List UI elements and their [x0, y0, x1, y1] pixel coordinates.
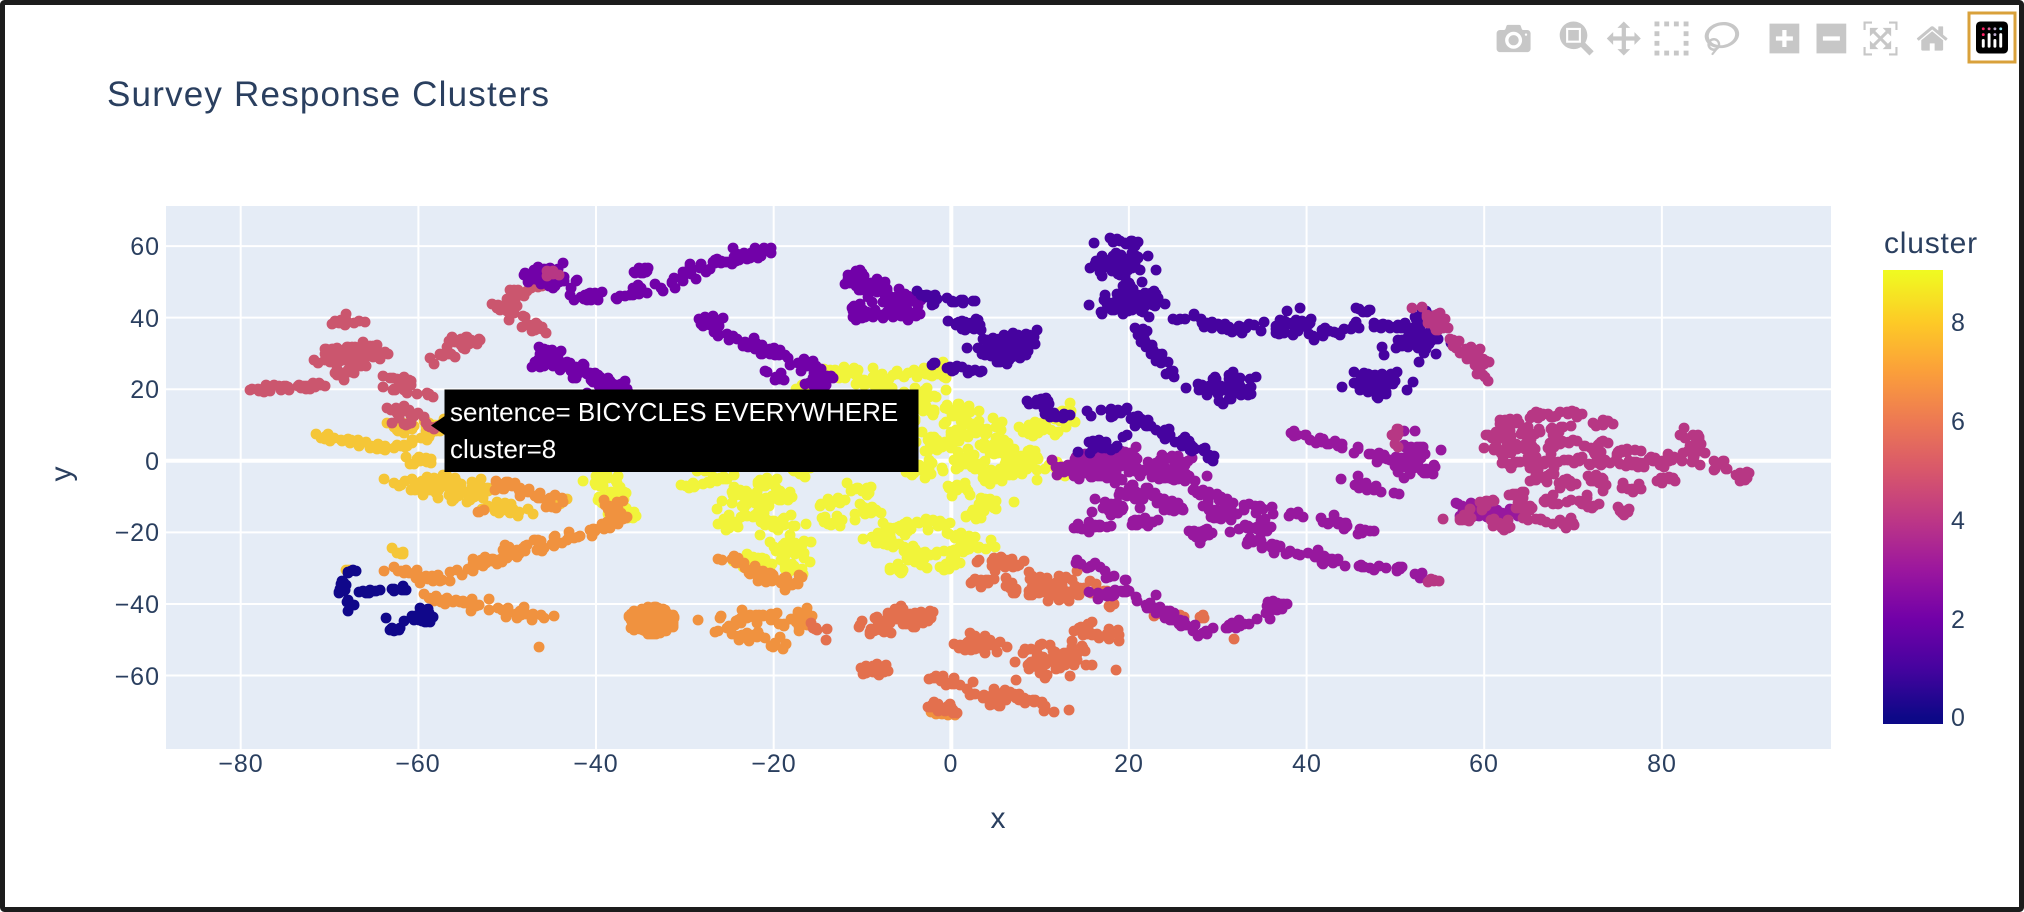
- svg-text:−20: −20: [751, 750, 796, 778]
- svg-text:0: 0: [145, 448, 160, 476]
- svg-text:0: 0: [1951, 704, 1966, 732]
- svg-text:40: 40: [1292, 750, 1322, 778]
- svg-text:0: 0: [944, 750, 959, 778]
- svg-text:y: y: [45, 467, 78, 482]
- svg-text:6: 6: [1951, 408, 1966, 436]
- svg-text:Survey Response Clusters: Survey Response Clusters: [107, 75, 550, 114]
- svg-text:x: x: [991, 802, 1006, 835]
- svg-text:−40: −40: [573, 750, 618, 778]
- svg-text:80: 80: [1647, 750, 1677, 778]
- svg-text:cluster: cluster: [1884, 227, 1978, 260]
- svg-text:−80: −80: [218, 750, 263, 778]
- svg-text:20: 20: [130, 376, 160, 404]
- svg-text:sentence= BICYCLES EVERYWHERE: sentence= BICYCLES EVERYWHERE: [450, 397, 898, 427]
- svg-text:−60: −60: [115, 663, 160, 691]
- svg-text:−60: −60: [395, 750, 440, 778]
- svg-text:−40: −40: [115, 591, 160, 619]
- svg-text:cluster=8: cluster=8: [450, 434, 556, 464]
- svg-text:2: 2: [1951, 606, 1966, 634]
- svg-text:4: 4: [1951, 507, 1966, 535]
- svg-text:8: 8: [1951, 309, 1966, 337]
- svg-text:60: 60: [1469, 750, 1499, 778]
- svg-text:60: 60: [130, 233, 160, 261]
- svg-text:40: 40: [130, 305, 160, 333]
- svg-text:−20: −20: [115, 519, 160, 547]
- svg-text:20: 20: [1114, 750, 1144, 778]
